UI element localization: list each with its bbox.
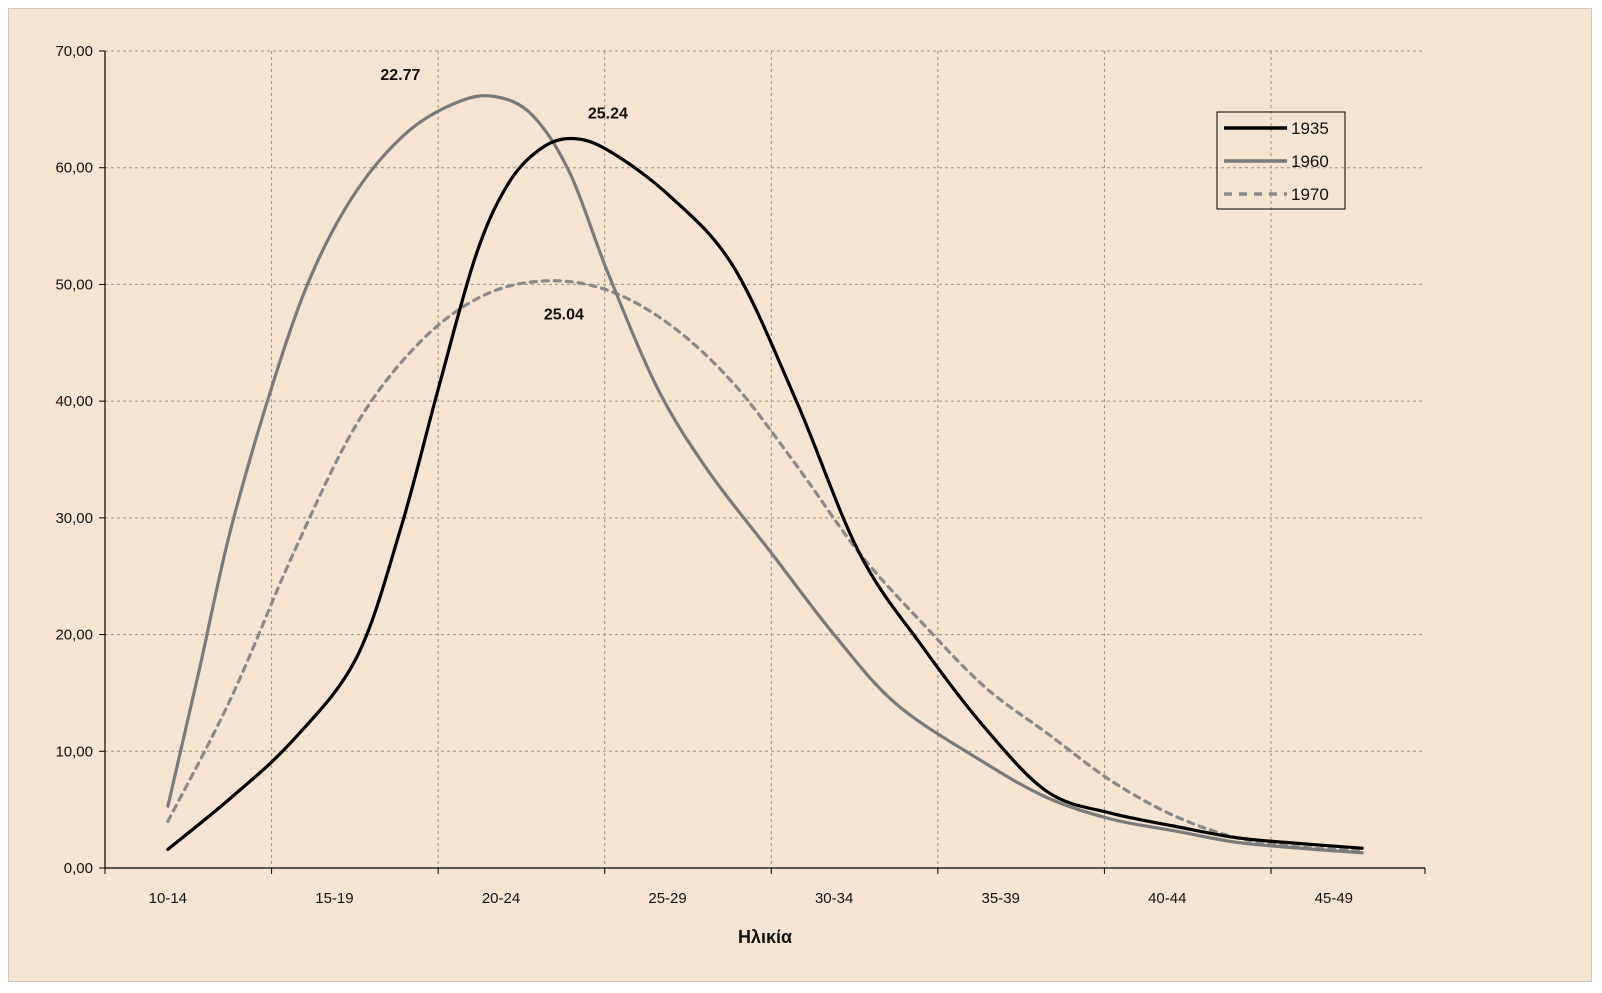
chart-background: 0,00 10,00 20,00 30,00 40,00 50,00 60,00 70,00 …: [8, 8, 1592, 982]
y-tick-label: 20,00: [55, 627, 93, 644]
x-tick-label: 20-24: [482, 890, 520, 907]
x-axis-label: Ηλικία: [738, 927, 792, 947]
legend: 1935 1960 1970: [1216, 111, 1346, 210]
y-tick-label: 40,00: [55, 393, 93, 410]
peak-annotation: 25.24: [588, 106, 628, 123]
y-tick-label: 0,00: [64, 860, 93, 877]
legend-label-1970: 1970: [1291, 185, 1329, 204]
chart: 0,0010,0020,0030,0040,0050,0060,0070,00 …: [55, 43, 1426, 947]
y-tick-label: 70,00: [55, 43, 93, 60]
series-line-1960: [166, 94, 1364, 855]
peak-annotation: 22.77: [380, 67, 420, 84]
series-line-1935: [166, 136, 1364, 851]
legend-label-1935: 1935: [1291, 119, 1329, 138]
y-tick-label: 50,00: [55, 276, 93, 293]
x-tick-label: 40-44: [1148, 890, 1186, 907]
legend-box: [1216, 111, 1346, 210]
plot-area: [105, 51, 1425, 868]
x-tick-label: 35-39: [982, 890, 1020, 907]
x-tick-label: 45-49: [1315, 890, 1353, 907]
peak-annotation: 25.04: [544, 306, 584, 323]
x-tick-label: 15-19: [315, 890, 353, 907]
legend-label-1960: 1960: [1291, 152, 1329, 171]
y-tick-label: 10,00: [55, 743, 93, 760]
y-tick-label: 30,00: [55, 510, 93, 527]
y-tick-label: 60,00: [55, 160, 93, 177]
x-tick-label: 10-14: [149, 890, 187, 907]
series-line-1970: [166, 279, 1364, 853]
x-tick-label: 30-34: [815, 890, 853, 907]
x-tick-label: 25-29: [648, 890, 686, 907]
